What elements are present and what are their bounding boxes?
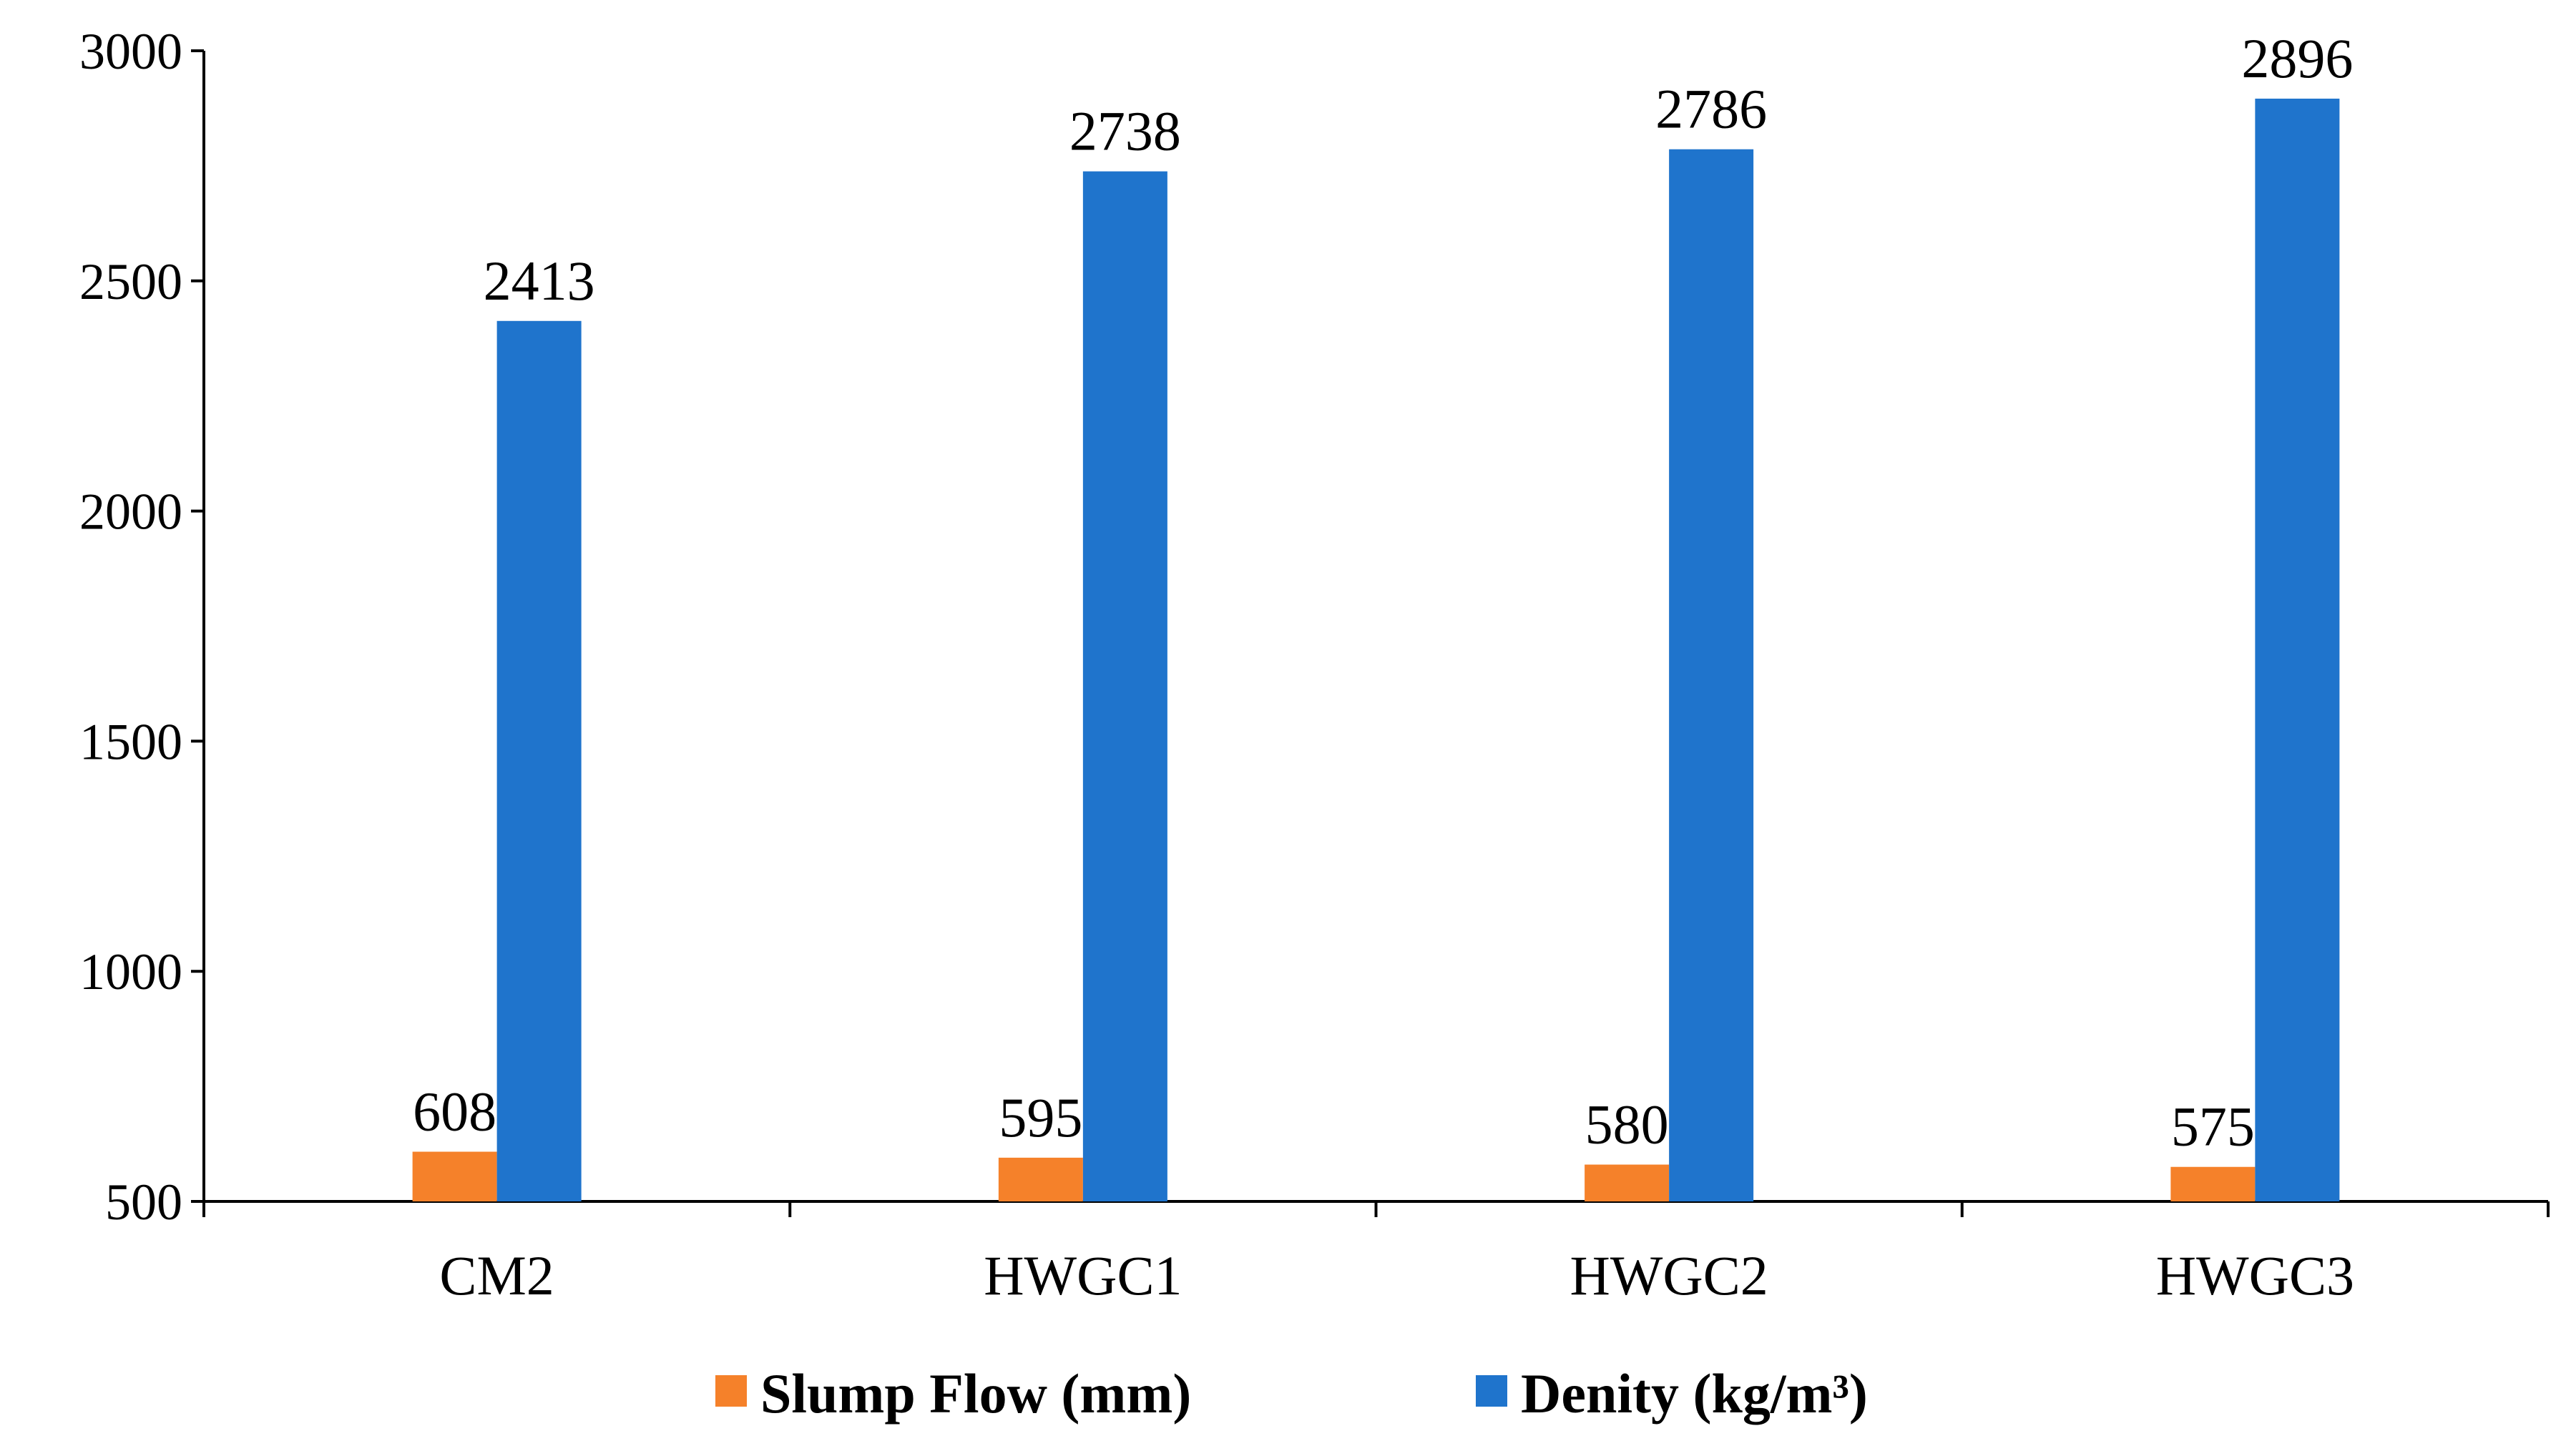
bars	[412, 98, 2340, 1202]
y-tick-label: 3000	[79, 23, 182, 80]
y-tick-label: 1500	[79, 713, 182, 770]
y-tick-label: 2500	[79, 253, 182, 310]
x-category-label: HWGC3	[2156, 1244, 2354, 1307]
legend-label: Denity (kg/m³)	[1521, 1362, 1868, 1425]
y-tick-label: 2000	[79, 483, 182, 541]
data-labels: 608 2413 595 2738 580 2786 575 2896	[413, 27, 2353, 1158]
bar-slump-flow	[998, 1157, 1083, 1201]
x-category-label: HWGC1	[984, 1244, 1182, 1307]
bar-slump-flow	[2170, 1166, 2256, 1201]
data-label: 608	[413, 1080, 496, 1142]
y-tick-label: 1000	[79, 943, 182, 1000]
data-label: 2896	[2241, 27, 2353, 89]
data-label: 595	[999, 1086, 1082, 1148]
data-label: 2786	[1655, 78, 1767, 140]
legend-label: Slump Flow (mm)	[760, 1362, 1191, 1425]
data-label: 580	[1585, 1093, 1669, 1156]
data-label: 2738	[1069, 100, 1181, 162]
data-label: 2413	[484, 250, 595, 312]
bar-density	[1082, 171, 1167, 1202]
bar-density	[2255, 98, 2340, 1201]
bar-density	[1669, 149, 1754, 1202]
legend-swatch-slump-flow	[715, 1375, 747, 1407]
y-tick-label: 500	[105, 1174, 182, 1231]
bar-slump-flow	[1585, 1164, 1670, 1201]
data-label: 575	[2171, 1096, 2255, 1158]
x-category-label: CM2	[439, 1244, 554, 1307]
legend-swatch-density	[1476, 1375, 1507, 1407]
axes: 500 1000 1500 2000 2500 3000 CM2 HWGC1 HWGC2 HWGC…	[79, 23, 2550, 1307]
bar-density	[496, 320, 582, 1201]
bar-slump-flow	[412, 1151, 497, 1201]
x-category-label: HWGC2	[1570, 1244, 1768, 1307]
legend: Slump Flow (mm) Denity (kg/m³)	[715, 1362, 1868, 1425]
